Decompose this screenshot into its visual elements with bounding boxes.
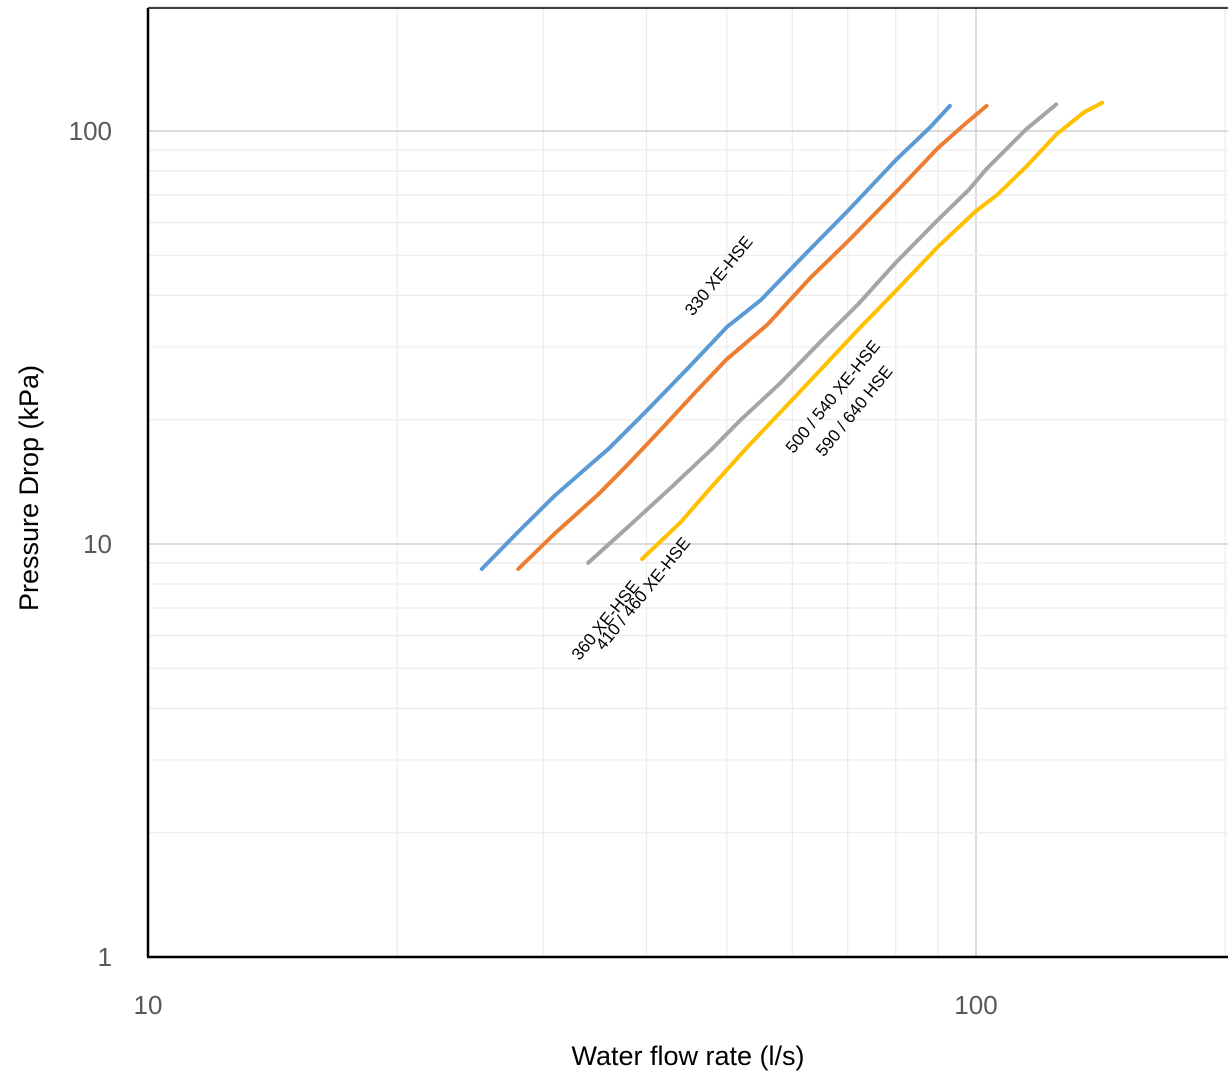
tick-labels: 10 100 1 10 100 <box>69 116 998 1020</box>
series-line-3 <box>588 104 1056 563</box>
grid <box>148 7 1228 957</box>
x-axis-title: Water flow rate (l/s) <box>571 1041 804 1071</box>
x-tick-label: 10 <box>134 990 163 1020</box>
y-axis-title: Pressure Drop (kPa) <box>14 365 44 611</box>
y-tick-label: 1 <box>98 942 112 972</box>
y-tick-label: 10 <box>83 529 112 559</box>
series-line-1 <box>482 106 950 569</box>
series-line-2 <box>518 106 986 569</box>
curve-label: 330 XE-HSE <box>681 232 756 319</box>
y-tick-label: 100 <box>69 116 112 146</box>
x-tick-label: 100 <box>954 990 997 1020</box>
